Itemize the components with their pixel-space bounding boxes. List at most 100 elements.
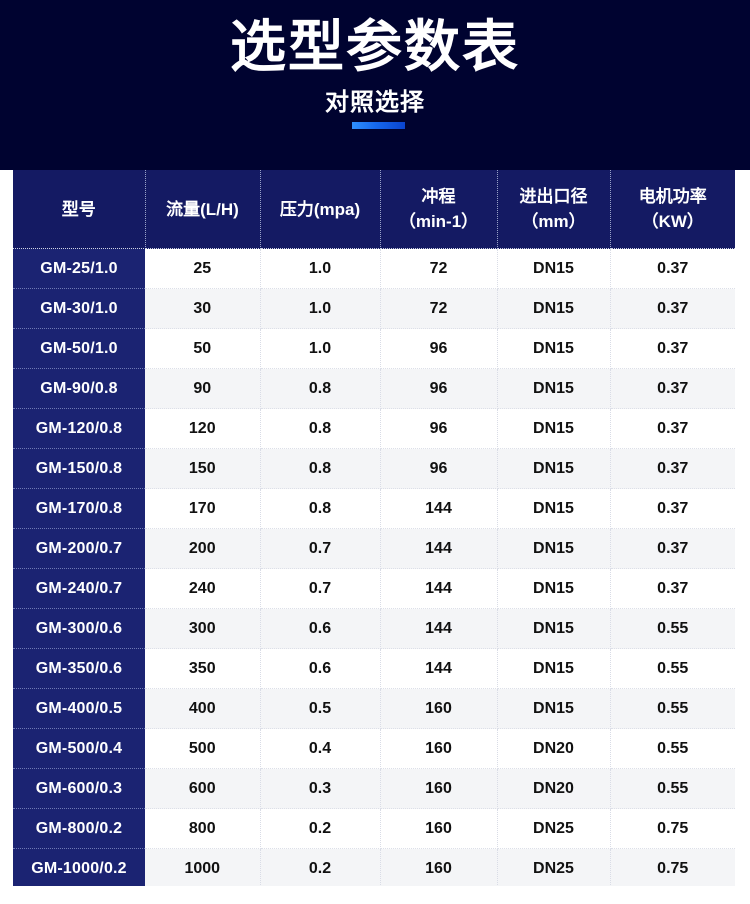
- cell-model: GM-170/0.8: [13, 488, 145, 529]
- page-title: 选型参数表: [230, 15, 520, 78]
- column-header-model: 型号: [13, 170, 146, 249]
- cell-model: GM-500/0.4: [13, 728, 145, 769]
- cell-power: 0.55: [610, 688, 735, 729]
- table-row: GM-240/0.7 240 0.7 144 DN15 0.37: [13, 568, 735, 609]
- cell-stroke: 160: [380, 768, 498, 809]
- table-right-margin: [735, 170, 750, 886]
- page-subtitle: 对照选择: [325, 89, 425, 116]
- cell-pressure: 1.0: [260, 248, 381, 289]
- cell-model: GM-90/0.8: [13, 368, 145, 409]
- cell-power: 0.55: [610, 768, 735, 809]
- cell-stroke: 160: [380, 848, 498, 889]
- table-row: GM-30/1.0 30 1.0 72 DN15 0.37: [13, 288, 735, 329]
- cell-port: DN20: [497, 728, 611, 769]
- cell-pressure: 0.8: [260, 408, 381, 449]
- table-row: GM-170/0.8 170 0.8 144 DN15 0.37: [13, 488, 735, 529]
- cell-flow: 400: [145, 688, 261, 729]
- cell-flow: 25: [145, 248, 261, 289]
- cell-stroke: 160: [380, 808, 498, 849]
- cell-pressure: 0.8: [260, 488, 381, 529]
- cell-pressure: 0.8: [260, 368, 381, 409]
- cell-port: DN15: [497, 608, 611, 649]
- cell-model: GM-350/0.6: [13, 648, 145, 689]
- cell-stroke: 72: [380, 248, 498, 289]
- cell-pressure: 0.2: [260, 808, 381, 849]
- cell-pressure: 0.2: [260, 848, 381, 889]
- cell-pressure: 0.6: [260, 608, 381, 649]
- cell-port: DN15: [497, 328, 611, 369]
- cell-flow: 600: [145, 768, 261, 809]
- cell-port: DN15: [497, 288, 611, 329]
- cell-flow: 800: [145, 808, 261, 849]
- cell-power: 0.37: [610, 568, 735, 609]
- table-row: GM-150/0.8 150 0.8 96 DN15 0.37: [13, 448, 735, 489]
- cell-stroke: 160: [380, 728, 498, 769]
- cell-pressure: 0.5: [260, 688, 381, 729]
- cell-port: DN15: [497, 648, 611, 689]
- cell-stroke: 160: [380, 688, 498, 729]
- table-body: GM-25/1.0 25 1.0 72 DN15 0.37 GM-30/1.0 30 1.0 72…: [13, 248, 735, 889]
- cell-flow: 1000: [145, 848, 261, 889]
- cell-port: DN15: [497, 448, 611, 489]
- cell-power: 0.55: [610, 608, 735, 649]
- cell-flow: 240: [145, 568, 261, 609]
- cell-model: GM-400/0.5: [13, 688, 145, 729]
- cell-pressure: 0.4: [260, 728, 381, 769]
- cell-pressure: 1.0: [260, 328, 381, 369]
- page-header: 选型参数表 对照选择: [0, 0, 750, 170]
- table-header-row: 型号 流量(L/H) 压力(mpa) 冲程 （min-1） 进出口径 （mm）: [13, 170, 735, 249]
- cell-port: DN15: [497, 568, 611, 609]
- cell-power: 0.37: [610, 528, 735, 569]
- cell-model: GM-600/0.3: [13, 768, 145, 809]
- column-header-stroke: 冲程 （min-1）: [380, 170, 498, 249]
- table-bottom-margin: [0, 886, 750, 904]
- cell-stroke: 144: [380, 568, 498, 609]
- cell-power: 0.37: [610, 368, 735, 409]
- table-row: GM-500/0.4 500 0.4 160 DN20 0.55: [13, 728, 735, 769]
- table-row: GM-25/1.0 25 1.0 72 DN15 0.37: [13, 248, 735, 289]
- cell-port: DN20: [497, 768, 611, 809]
- cell-pressure: 0.8: [260, 448, 381, 489]
- cell-stroke: 144: [380, 528, 498, 569]
- cell-flow: 200: [145, 528, 261, 569]
- cell-power: 0.37: [610, 288, 735, 329]
- table-row: GM-300/0.6 300 0.6 144 DN15 0.55: [13, 608, 735, 649]
- column-header-flow: 流量(L/H): [145, 170, 261, 249]
- cell-flow: 500: [145, 728, 261, 769]
- cell-port: DN15: [497, 248, 611, 289]
- cell-flow: 30: [145, 288, 261, 329]
- table-row: GM-50/1.0 50 1.0 96 DN15 0.37: [13, 328, 735, 369]
- table-row: GM-120/0.8 120 0.8 96 DN15 0.37: [13, 408, 735, 449]
- table-row: GM-90/0.8 90 0.8 96 DN15 0.37: [13, 368, 735, 409]
- table-row: GM-1000/0.2 1000 0.2 160 DN25 0.75: [13, 848, 735, 889]
- cell-port: DN15: [497, 488, 611, 529]
- column-header-pressure: 压力(mpa): [260, 170, 381, 249]
- cell-stroke: 96: [380, 328, 498, 369]
- cell-port: DN15: [497, 688, 611, 729]
- cell-stroke: 96: [380, 408, 498, 449]
- table-row: GM-400/0.5 400 0.5 160 DN15 0.55: [13, 688, 735, 729]
- table-row: GM-600/0.3 600 0.3 160 DN20 0.55: [13, 768, 735, 809]
- cell-flow: 300: [145, 608, 261, 649]
- cell-model: GM-200/0.7: [13, 528, 145, 569]
- table-row: GM-350/0.6 350 0.6 144 DN15 0.55: [13, 648, 735, 689]
- cell-stroke: 72: [380, 288, 498, 329]
- cell-stroke: 144: [380, 608, 498, 649]
- cell-port: DN15: [497, 368, 611, 409]
- column-header-port: 进出口径 （mm）: [497, 170, 611, 249]
- column-header-power-line1: 电机功率: [638, 187, 707, 206]
- cell-power: 0.55: [610, 728, 735, 769]
- cell-port: DN25: [497, 808, 611, 849]
- cell-flow: 150: [145, 448, 261, 489]
- cell-pressure: 0.6: [260, 648, 381, 689]
- cell-flow: 350: [145, 648, 261, 689]
- column-header-power-line2: （KW）: [641, 212, 704, 231]
- cell-pressure: 0.7: [260, 568, 381, 609]
- cell-model: GM-50/1.0: [13, 328, 145, 369]
- spec-table: 型号 流量(L/H) 压力(mpa) 冲程 （min-1） 进出口径 （mm）: [13, 170, 735, 889]
- cell-model: GM-120/0.8: [13, 408, 145, 449]
- column-header-power: 电机功率 （KW）: [610, 170, 735, 249]
- table-row: GM-800/0.2 800 0.2 160 DN25 0.75: [13, 808, 735, 849]
- cell-flow: 90: [145, 368, 261, 409]
- column-header-port-line1: 进出口径: [519, 187, 588, 206]
